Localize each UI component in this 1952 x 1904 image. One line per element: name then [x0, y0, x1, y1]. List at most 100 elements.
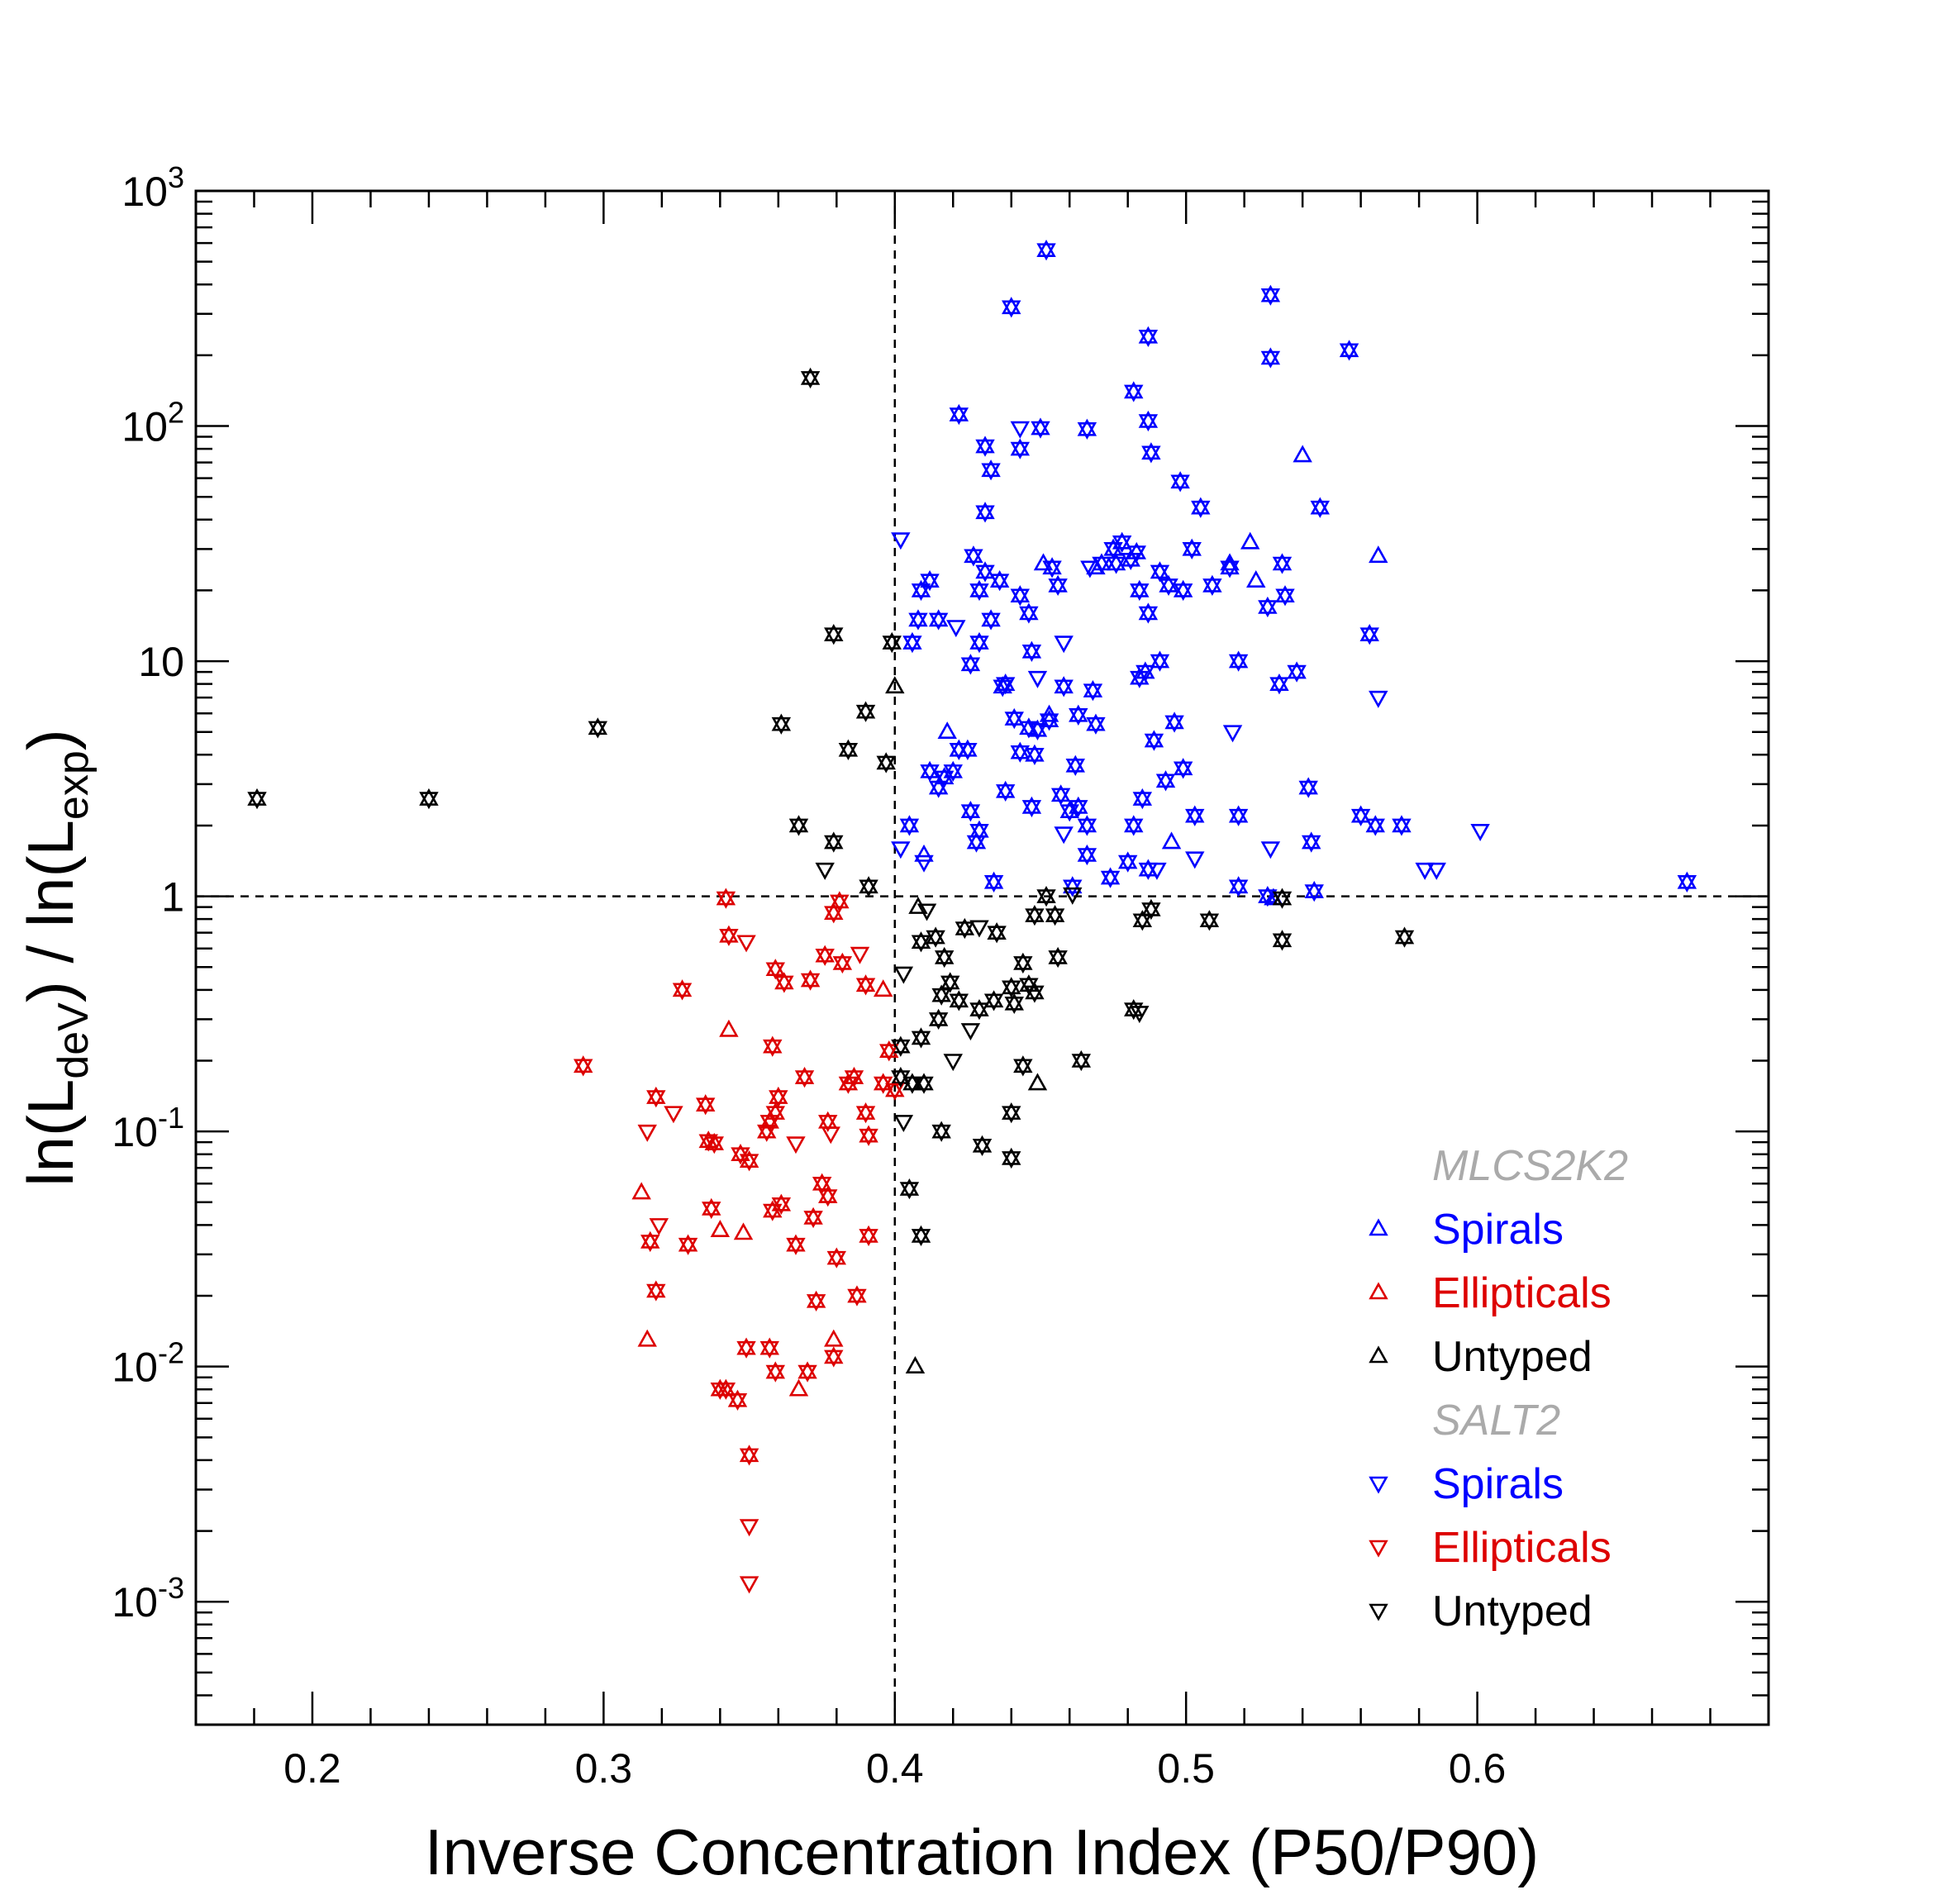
- data-point: [920, 760, 940, 778]
- data-point: [824, 906, 844, 924]
- data-point: [826, 1250, 847, 1269]
- data-point: [1272, 553, 1293, 571]
- data-point: [969, 920, 989, 938]
- data-point: [928, 780, 949, 798]
- data-point: [1138, 330, 1159, 348]
- y-tick-label: 103: [121, 160, 184, 215]
- data-point: [771, 716, 792, 735]
- data-point: [905, 1356, 926, 1373]
- legend-marker: [1369, 1476, 1388, 1494]
- data-point: [815, 945, 835, 963]
- data-point: [1031, 421, 1050, 439]
- data-point: [818, 1185, 838, 1203]
- data-point: [1048, 574, 1068, 593]
- data-point: [631, 1182, 651, 1200]
- data-point: [803, 1207, 823, 1225]
- data-point: [1002, 1151, 1021, 1169]
- data-point: [800, 367, 821, 385]
- data-point: [1010, 441, 1031, 459]
- data-point: [1002, 1102, 1021, 1120]
- data-point: [911, 935, 931, 953]
- data-point: [1025, 908, 1045, 926]
- data-point: [1228, 805, 1249, 823]
- data-point: [981, 463, 1001, 481]
- data-point: [1359, 627, 1379, 645]
- data-point: [1002, 1147, 1021, 1165]
- data-point: [824, 623, 844, 641]
- data-point: [1138, 606, 1159, 624]
- data-point: [815, 948, 835, 966]
- data-point: [975, 436, 995, 454]
- data-point: [821, 1126, 840, 1145]
- data-point: [955, 921, 975, 940]
- data-point: [1106, 553, 1126, 571]
- data-point: [1077, 844, 1097, 862]
- data-point: [710, 1220, 731, 1238]
- data-point: [646, 1090, 666, 1108]
- data-point: [1025, 985, 1045, 1003]
- data-point: [1310, 500, 1331, 518]
- data-point: [765, 1106, 786, 1124]
- data-point: [588, 721, 608, 739]
- y-title-middle: ) / ln(L: [14, 820, 87, 1002]
- data-point: [763, 1035, 783, 1054]
- data-point: [736, 935, 756, 953]
- data-point: [975, 439, 995, 457]
- data-point: [1470, 823, 1490, 841]
- legend-entry-label: Ellipticals: [1432, 1524, 1612, 1572]
- data-point: [672, 983, 693, 1001]
- data-point: [1103, 542, 1123, 559]
- data-point: [855, 978, 876, 996]
- data-point: [765, 1364, 786, 1383]
- data-point: [1182, 542, 1202, 559]
- data-point: [1170, 471, 1190, 489]
- data-point: [1228, 654, 1249, 672]
- data-point: [1173, 579, 1193, 597]
- data-point: [908, 612, 928, 631]
- data-point: [1240, 531, 1260, 550]
- data-point: [1258, 889, 1278, 907]
- data-point: [739, 1576, 759, 1594]
- data-point: [972, 1135, 993, 1153]
- data-point: [882, 631, 902, 650]
- data-point: [859, 876, 878, 894]
- data-point: [847, 1285, 867, 1303]
- data-point: [1010, 585, 1031, 603]
- data-point: [1138, 414, 1159, 432]
- data-point: [704, 1136, 725, 1154]
- x-axis-title: Inverse Concentration Index (P50/P90): [425, 1816, 1539, 1888]
- data-point: [928, 1008, 949, 1026]
- data-point: [1260, 350, 1281, 369]
- data-point: [859, 1125, 878, 1143]
- data-point: [981, 612, 1001, 631]
- data-point: [1130, 670, 1150, 688]
- data-point: [573, 1059, 593, 1077]
- data-point: [926, 930, 945, 948]
- data-point: [704, 1132, 725, 1150]
- data-point: [931, 984, 951, 1002]
- data-point: [1141, 442, 1161, 460]
- y-axis-title: ln(LdeV) / ln(Lexp): [14, 729, 98, 1187]
- data-point: [1155, 774, 1176, 792]
- reference-lines: [196, 191, 1769, 1725]
- data-point: [855, 701, 876, 719]
- data-point: [1415, 862, 1435, 880]
- data-point: [1258, 596, 1278, 614]
- data-point: [759, 1115, 779, 1133]
- data-point: [1086, 716, 1106, 735]
- data-point: [1298, 777, 1318, 795]
- data-point: [824, 1349, 844, 1368]
- data-point: [573, 1055, 593, 1073]
- legend-marker: [1369, 1218, 1388, 1236]
- data-point: [1339, 340, 1359, 358]
- data-point: [955, 917, 975, 935]
- data-point: [902, 1073, 922, 1091]
- data-point: [847, 1288, 867, 1307]
- data-point: [1027, 670, 1048, 688]
- series-mlcs2k2-untyped: [247, 367, 1415, 1373]
- data-point: [1063, 876, 1083, 894]
- x-tick-label: 0.6: [1449, 1745, 1507, 1792]
- data-point: [710, 1382, 731, 1400]
- data-point: [1293, 445, 1312, 463]
- data-point: [983, 875, 1004, 893]
